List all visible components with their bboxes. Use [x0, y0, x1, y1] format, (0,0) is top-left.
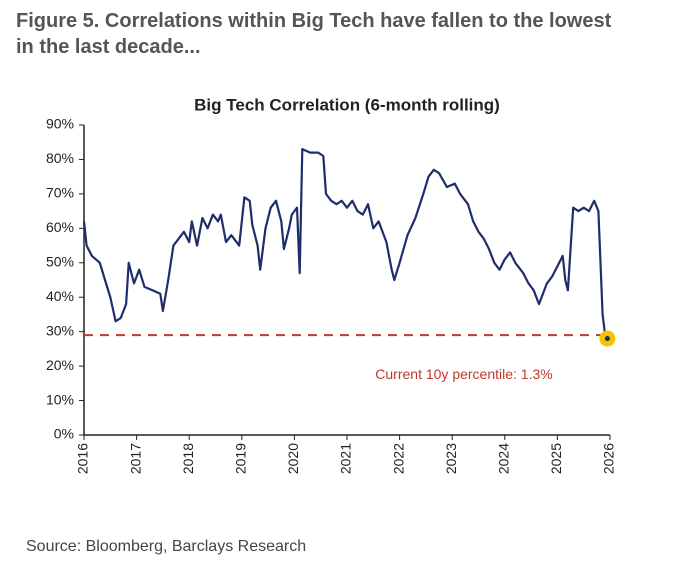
x-tick-label: 2025 [548, 443, 564, 474]
x-tick-label: 2018 [180, 443, 196, 474]
x-tick-label: 2019 [233, 443, 249, 474]
y-tick-label: 0% [54, 426, 74, 442]
y-tick-label: 80% [46, 150, 74, 166]
x-tick-label: 2026 [601, 443, 617, 474]
x-tick-label: 2016 [75, 443, 91, 474]
current-point [604, 336, 610, 342]
y-tick-label: 10% [46, 391, 74, 407]
x-tick-label: 2022 [390, 443, 406, 474]
y-tick-label: 70% [46, 185, 74, 201]
x-tick-label: 2023 [443, 443, 459, 474]
y-tick-label: 20% [46, 357, 74, 373]
y-tick-label: 50% [46, 253, 74, 269]
figure-title: Figure 5. Correlations within Big Tech h… [16, 10, 612, 58]
x-tick-label: 2017 [127, 443, 143, 474]
source-note: Source: Bloomberg, Barclays Research [26, 538, 307, 555]
y-tick-label: 30% [46, 322, 74, 338]
reference-label: Current 10y percentile: 1.3% [375, 366, 552, 382]
y-tick-label: 60% [46, 219, 74, 235]
y-tick-label: 40% [46, 288, 74, 304]
data-line [82, 148, 609, 340]
y-tick-label: 90% [46, 116, 74, 132]
x-tick-label: 2020 [285, 443, 301, 474]
x-tick-label: 2021 [338, 443, 354, 474]
chart-title: Big Tech Correlation (6-month rolling) [194, 95, 500, 114]
x-tick-label: 2024 [496, 443, 512, 474]
